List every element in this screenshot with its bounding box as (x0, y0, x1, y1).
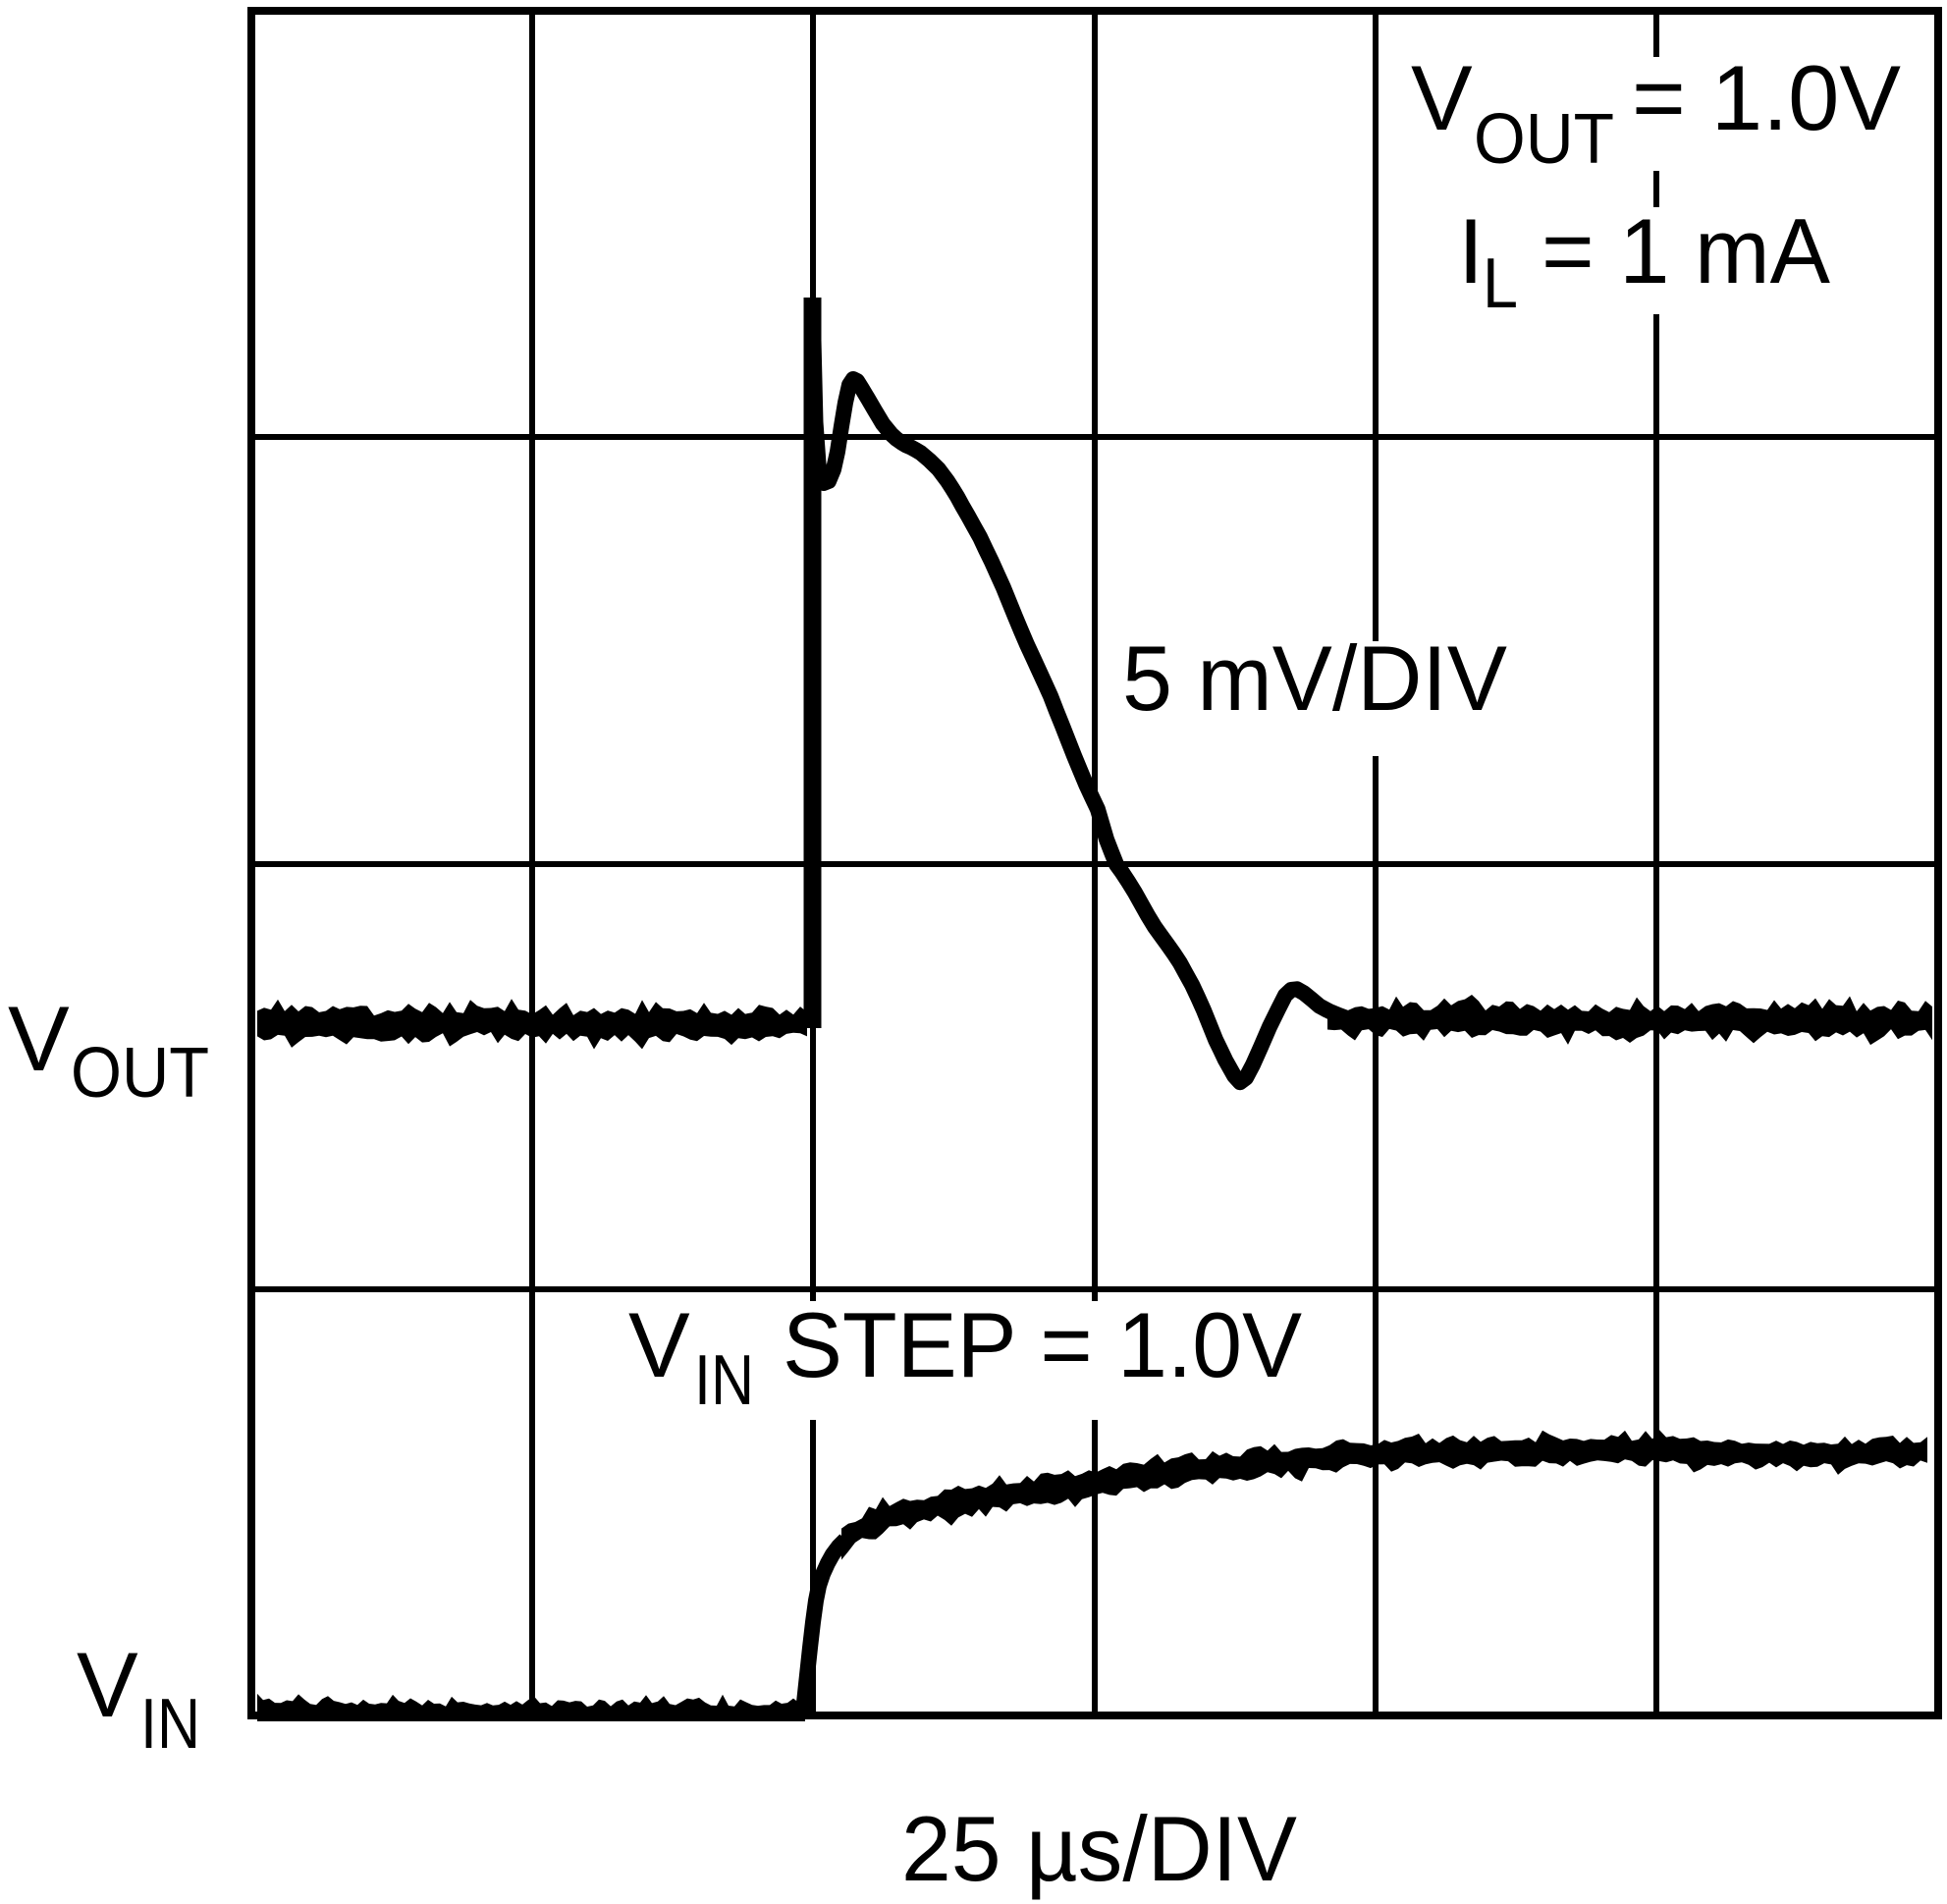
svg-text:5 mV/DIV: 5 mV/DIV (1122, 626, 1507, 730)
svg-text:= 1.0V: = 1.0V (1632, 46, 1901, 149)
svg-text:= 1 mA: = 1 mA (1541, 199, 1830, 302)
svg-text:V: V (1411, 46, 1473, 149)
svg-text:V: V (628, 1293, 690, 1396)
svg-text:V: V (8, 987, 70, 1090)
svg-text:I: I (1458, 199, 1484, 302)
svg-text:IN: IN (694, 1341, 754, 1420)
svg-text:L: L (1483, 245, 1518, 323)
svg-text:25 µs/DIV: 25 µs/DIV (901, 1797, 1297, 1900)
svg-text:OUT: OUT (1474, 100, 1614, 179)
svg-text:V: V (77, 1633, 138, 1736)
svg-text:OUT: OUT (71, 1034, 209, 1113)
svg-text:IN: IN (140, 1685, 200, 1764)
svg-text:STEP = 1.0V: STEP = 1.0V (783, 1293, 1302, 1396)
